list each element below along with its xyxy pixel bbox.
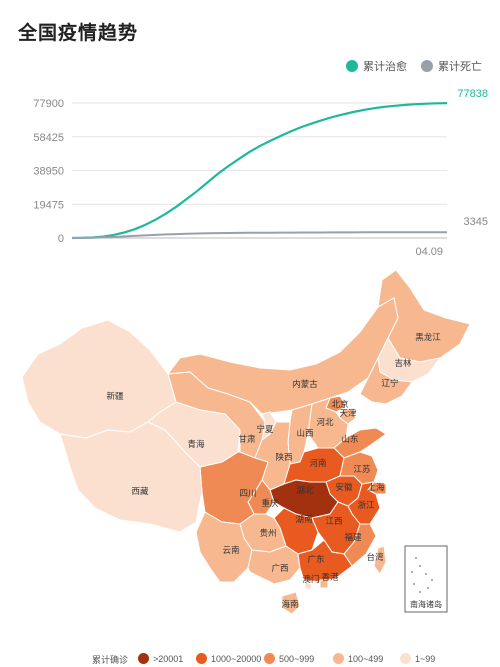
recovered-dot-icon — [346, 60, 358, 72]
map-legend-label: 1000~20000 — [211, 653, 262, 664]
end-value-label: 77838 — [457, 88, 488, 100]
island-dot — [413, 583, 415, 585]
province-26[interactable] — [297, 539, 353, 583]
y-tick-label: 38950 — [33, 166, 64, 178]
province-25[interactable] — [247, 545, 301, 585]
south-china-sea-inset — [404, 545, 448, 613]
map-legend-item[interactable]: >20001 — [138, 653, 183, 664]
province-label: 西藏 — [131, 486, 149, 496]
series-line-death — [71, 231, 447, 239]
province-label: 北京 — [331, 399, 348, 409]
province-label: 澳门 — [302, 574, 319, 584]
legend-swatch-icon — [196, 653, 207, 664]
province-label: 海南 — [281, 599, 298, 609]
province-label: 重庆 — [261, 498, 279, 508]
island-dot — [411, 571, 413, 573]
map-legend: 累计确诊 >20001 1000~20000 500~999 100~499 1~99 — [0, 650, 500, 667]
island-dot — [415, 557, 417, 559]
province-label: 宁夏 — [256, 424, 274, 434]
province-label: 贵州 — [259, 528, 276, 538]
province-label: 云南 — [222, 545, 239, 555]
map-legend-item[interactable]: 500~999 — [264, 653, 314, 664]
legend-swatch-icon — [400, 653, 411, 664]
island-dot — [425, 573, 427, 575]
province-label: 内蒙古 — [292, 379, 318, 389]
province-label: 甘肃 — [238, 434, 256, 444]
province-33[interactable] — [59, 421, 203, 533]
end-value-label: 3345 — [464, 216, 488, 228]
province-24[interactable] — [195, 511, 253, 583]
province-label: 湖南 — [295, 514, 312, 524]
province-30[interactable] — [281, 591, 301, 615]
province-label: 浙江 — [357, 500, 375, 510]
province-label: 江西 — [325, 516, 342, 526]
province-label: 四川 — [239, 488, 256, 498]
island-dot — [419, 565, 421, 567]
province-label: 香港 — [321, 572, 339, 582]
page-title: 全国疫情趋势 — [18, 23, 139, 44]
map-legend-label: 100~499 — [348, 653, 384, 664]
province-label: 天津 — [339, 408, 357, 418]
y-tick-label: 77900 — [33, 98, 64, 110]
province-label: 辽宁 — [381, 378, 398, 388]
map-legend-label: >20001 — [153, 653, 184, 664]
island-dot — [427, 587, 429, 589]
province-2[interactable] — [359, 356, 413, 405]
island-dot — [431, 579, 433, 581]
map-legend-label: 500~999 — [279, 653, 315, 664]
inset-label: 南海诸岛 — [410, 599, 442, 609]
province-label: 黑龙江 — [415, 332, 441, 342]
chart-legend: 累计治愈 累计死亡 — [346, 58, 482, 74]
legend-swatch-icon — [264, 653, 275, 664]
legend-swatch-icon — [333, 653, 344, 664]
province-label: 吉林 — [394, 358, 412, 368]
province-label: 河北 — [316, 417, 334, 427]
x-end-label: 04.09 — [415, 246, 443, 258]
map-legend-item[interactable]: 100~499 — [333, 653, 383, 664]
province-label: 陕西 — [275, 452, 292, 462]
province-label: 福建 — [344, 532, 362, 542]
province-29[interactable] — [303, 581, 313, 591]
province-label: 台湾 — [366, 552, 384, 562]
province-27[interactable] — [373, 545, 387, 575]
death-dot-icon — [421, 60, 433, 72]
province-label: 山西 — [296, 428, 313, 438]
province-label: 山东 — [341, 434, 358, 444]
map-legend-title: 累计确诊 — [92, 655, 129, 665]
province-label: 安徽 — [335, 482, 353, 492]
province-label: 湖北 — [296, 485, 314, 495]
province-28[interactable] — [319, 579, 329, 589]
y-tick-label: 19475 — [33, 199, 64, 211]
legend-label-recovered: 累计治愈 — [363, 61, 407, 73]
province-label: 广东 — [307, 554, 324, 564]
series-line-recovered — [71, 102, 448, 240]
legend-item-recovered[interactable]: 累计治愈 — [346, 58, 407, 74]
province-5[interactable] — [339, 407, 357, 425]
map-legend-item[interactable]: 1000~20000 — [196, 653, 261, 664]
map-legend-item[interactable]: 1~99 — [400, 653, 435, 664]
province-label: 青海 — [187, 439, 205, 449]
legend-item-death[interactable]: 累计死亡 — [421, 58, 482, 74]
province-label: 河南 — [309, 458, 326, 468]
y-tick-label: 0 — [58, 233, 64, 245]
province-label: 广西 — [271, 563, 288, 573]
island-dot — [419, 591, 421, 593]
legend-swatch-icon — [138, 653, 149, 664]
y-tick-label: 58425 — [33, 132, 64, 144]
province-label: 江苏 — [353, 464, 371, 474]
trend-chart: 0 19475 38950 58425 77900 77838 3345 04.09 — [33, 88, 488, 258]
legend-label-death: 累计死亡 — [438, 61, 482, 73]
map-legend-label: 1~99 — [415, 653, 436, 664]
province-label: 新疆 — [106, 391, 124, 401]
province-label: 上海 — [367, 482, 385, 492]
